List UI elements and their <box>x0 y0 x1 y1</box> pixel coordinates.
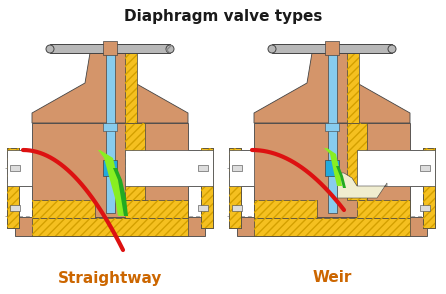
Bar <box>237 217 427 236</box>
Bar <box>423 148 435 228</box>
Bar <box>254 218 410 236</box>
Bar <box>103 123 117 131</box>
Bar <box>357 150 435 186</box>
Bar <box>201 148 213 228</box>
Circle shape <box>46 45 54 53</box>
Bar <box>229 148 241 228</box>
Circle shape <box>388 45 396 53</box>
Bar <box>254 200 317 218</box>
Bar <box>312 45 352 53</box>
Bar <box>325 123 339 131</box>
Bar <box>423 148 435 228</box>
Bar <box>357 200 410 218</box>
Polygon shape <box>237 123 427 218</box>
Bar <box>420 205 430 211</box>
Bar <box>325 160 339 176</box>
Polygon shape <box>336 166 346 188</box>
Polygon shape <box>98 150 124 216</box>
Bar <box>125 45 137 123</box>
Polygon shape <box>337 173 387 198</box>
Bar <box>347 123 367 200</box>
Bar <box>232 205 242 211</box>
Bar <box>7 150 32 186</box>
Bar <box>229 150 254 186</box>
Bar <box>229 148 241 228</box>
Text: Straightway: Straightway <box>58 270 162 285</box>
Bar <box>347 123 367 200</box>
Bar <box>420 165 430 171</box>
Polygon shape <box>15 123 205 218</box>
Bar <box>10 165 20 171</box>
Bar <box>427 150 435 186</box>
Bar <box>423 148 435 228</box>
Bar <box>7 148 19 228</box>
Bar <box>90 45 130 53</box>
Bar <box>198 165 208 171</box>
Bar <box>125 200 188 218</box>
Polygon shape <box>324 148 342 186</box>
Bar <box>328 48 337 213</box>
Circle shape <box>268 45 276 53</box>
Bar <box>201 148 213 228</box>
Bar <box>103 41 117 55</box>
Bar <box>254 200 317 218</box>
Bar <box>32 200 95 218</box>
Bar <box>50 44 170 53</box>
Bar <box>125 123 145 200</box>
Text: Diaphragm valve types: Diaphragm valve types <box>124 9 322 24</box>
Bar <box>103 160 117 176</box>
Bar <box>7 148 19 228</box>
Bar <box>7 148 19 228</box>
Text: Weir: Weir <box>312 270 352 285</box>
Polygon shape <box>254 53 410 123</box>
Bar <box>254 218 410 236</box>
Bar <box>201 148 213 228</box>
Bar <box>325 41 339 55</box>
Bar <box>125 200 188 218</box>
Polygon shape <box>32 53 188 123</box>
Bar <box>7 150 15 186</box>
Circle shape <box>166 45 174 53</box>
Bar <box>347 45 359 123</box>
Bar <box>10 205 20 211</box>
Bar <box>125 45 137 123</box>
Bar <box>347 45 359 123</box>
Bar <box>229 150 237 186</box>
Bar <box>32 218 188 236</box>
Bar <box>32 200 95 218</box>
Bar <box>125 123 145 200</box>
Bar <box>32 218 188 236</box>
Bar <box>357 200 410 218</box>
Bar <box>205 150 213 186</box>
Bar <box>125 150 213 186</box>
Bar <box>272 44 392 53</box>
Bar <box>106 48 115 213</box>
Bar <box>15 217 205 236</box>
Bar <box>198 205 208 211</box>
Bar <box>229 148 241 228</box>
Bar <box>232 165 242 171</box>
Polygon shape <box>113 168 128 216</box>
